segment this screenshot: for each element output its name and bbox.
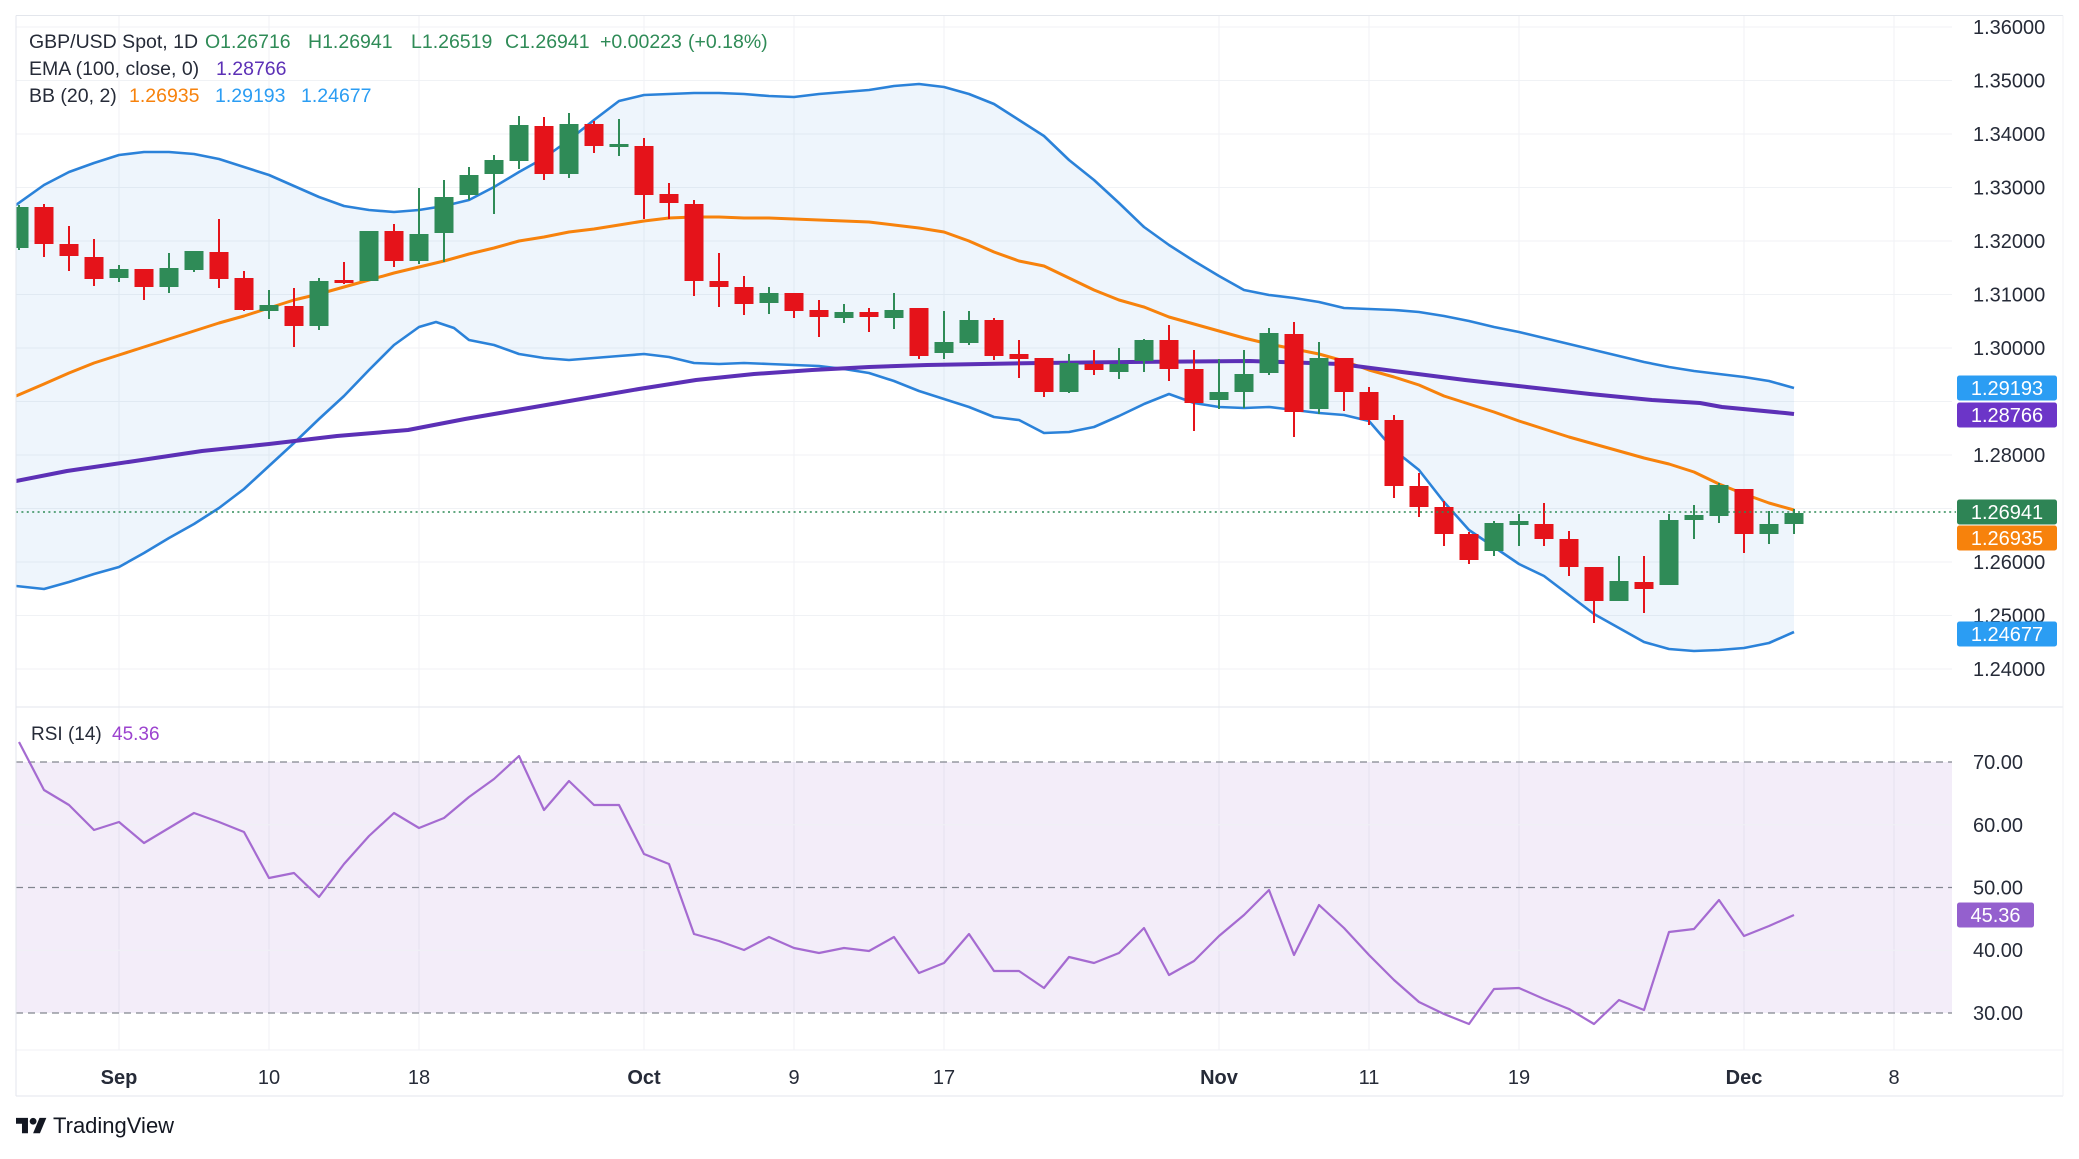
svg-text:11: 11 bbox=[1359, 1067, 1380, 1089]
svg-text:L1.26519: L1.26519 bbox=[411, 31, 492, 53]
svg-text:1.28766: 1.28766 bbox=[1971, 405, 2043, 427]
svg-text:(+0.18%): (+0.18%) bbox=[688, 31, 768, 53]
svg-text:45.36: 45.36 bbox=[112, 724, 160, 745]
svg-text:O1.26716: O1.26716 bbox=[205, 31, 291, 53]
svg-text:+0.00223: +0.00223 bbox=[600, 31, 682, 53]
svg-text:1.33000: 1.33000 bbox=[1973, 178, 2045, 200]
svg-text:Oct: Oct bbox=[627, 1067, 661, 1089]
svg-text:10: 10 bbox=[258, 1067, 280, 1089]
svg-text:Nov: Nov bbox=[1200, 1067, 1239, 1089]
svg-text:9: 9 bbox=[788, 1067, 799, 1089]
svg-text:1.24000: 1.24000 bbox=[1973, 659, 2045, 681]
svg-text:1.36000: 1.36000 bbox=[1973, 17, 2045, 39]
svg-text:70.00: 70.00 bbox=[1973, 752, 2023, 774]
svg-text:1.28766: 1.28766 bbox=[216, 58, 287, 80]
svg-text:1.24677: 1.24677 bbox=[1971, 624, 2043, 646]
svg-text:60.00: 60.00 bbox=[1973, 815, 2023, 837]
svg-text:1.29193: 1.29193 bbox=[1971, 378, 2043, 400]
svg-text:1.26935: 1.26935 bbox=[129, 85, 200, 107]
svg-text:40.00: 40.00 bbox=[1973, 940, 2023, 962]
svg-text:19: 19 bbox=[1508, 1067, 1530, 1089]
svg-text:1.29193: 1.29193 bbox=[215, 85, 286, 107]
svg-text:18: 18 bbox=[408, 1067, 430, 1089]
svg-text:1.31000: 1.31000 bbox=[1973, 285, 2045, 307]
svg-text:GBP/USD Spot, 1D: GBP/USD Spot, 1D bbox=[29, 31, 198, 53]
svg-text:45.36: 45.36 bbox=[1970, 905, 2020, 927]
svg-text:TradingView: TradingView bbox=[53, 1113, 174, 1138]
svg-text:RSI (14): RSI (14) bbox=[31, 724, 102, 745]
svg-text:1.26935: 1.26935 bbox=[1971, 528, 2043, 550]
svg-text:1.28000: 1.28000 bbox=[1973, 445, 2045, 467]
svg-text:50.00: 50.00 bbox=[1973, 878, 2023, 900]
svg-text:1.24677: 1.24677 bbox=[301, 85, 372, 107]
svg-text:1.35000: 1.35000 bbox=[1973, 71, 2045, 93]
svg-text:1.34000: 1.34000 bbox=[1973, 124, 2045, 146]
svg-text:1.30000: 1.30000 bbox=[1973, 338, 2045, 360]
svg-text:30.00: 30.00 bbox=[1973, 1003, 2023, 1025]
svg-text:1.32000: 1.32000 bbox=[1973, 231, 2045, 253]
svg-text:8: 8 bbox=[1888, 1067, 1899, 1089]
svg-text:C1.26941: C1.26941 bbox=[505, 31, 590, 53]
svg-text:1.26941: 1.26941 bbox=[1971, 502, 2043, 524]
svg-text:1.26000: 1.26000 bbox=[1973, 552, 2045, 574]
svg-text:H1.26941: H1.26941 bbox=[308, 31, 393, 53]
svg-text:Sep: Sep bbox=[101, 1067, 138, 1089]
svg-text:17: 17 bbox=[933, 1067, 955, 1089]
svg-text:EMA (100, close, 0): EMA (100, close, 0) bbox=[29, 58, 199, 80]
svg-text:BB (20, 2): BB (20, 2) bbox=[29, 85, 117, 107]
svg-text:Dec: Dec bbox=[1726, 1067, 1763, 1089]
